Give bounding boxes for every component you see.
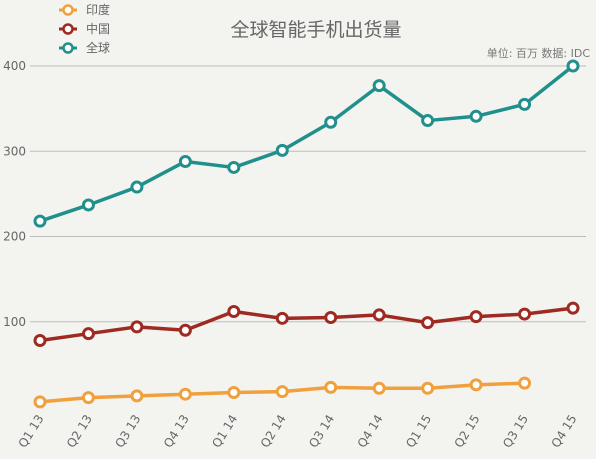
data-point [518, 97, 532, 111]
data-point [421, 114, 435, 128]
data-point [372, 381, 386, 395]
data-point [130, 320, 144, 334]
y-tick-label: 200 [3, 230, 26, 244]
series-line [39, 64, 575, 223]
legend-label: 印度 [86, 2, 110, 17]
data-point [469, 310, 483, 324]
data-point [178, 154, 192, 168]
series-1 [33, 301, 580, 348]
legend-item: 印度 [59, 2, 110, 17]
legend-item: 中国 [59, 21, 110, 36]
data-point [324, 115, 338, 129]
data-point [81, 327, 95, 341]
data-point [178, 387, 192, 401]
data-point [227, 386, 241, 400]
data-point [130, 389, 144, 403]
data-point [33, 334, 47, 348]
data-point [566, 59, 580, 73]
data-point [324, 380, 338, 394]
data-point [33, 214, 47, 228]
data-point [275, 311, 289, 325]
data-point [81, 391, 95, 405]
data-point [469, 109, 483, 123]
data-point [324, 310, 338, 324]
series-0 [33, 376, 532, 409]
legend-item: 全球 [59, 40, 110, 55]
legend-marker [62, 42, 74, 54]
data-point [227, 305, 241, 319]
data-point [518, 376, 532, 390]
source-note: 单位: 百万 数据: IDC [487, 46, 591, 60]
chart-title: 全球智能手机出货量 [230, 19, 401, 41]
data-point [518, 307, 532, 321]
data-point [130, 180, 144, 194]
data-point [372, 79, 386, 93]
series-layer [33, 59, 580, 409]
legend-label: 全球 [86, 40, 110, 55]
legend-marker [62, 4, 74, 16]
data-point [81, 198, 95, 212]
legend-marker [62, 23, 74, 35]
data-point [227, 160, 241, 174]
data-point [421, 316, 435, 330]
y-tick-label: 400 [3, 59, 26, 73]
y-axis-ticks: 100 200 300 400 [3, 59, 26, 329]
y-tick-label: 300 [3, 144, 26, 158]
data-point [372, 308, 386, 322]
data-point [421, 381, 435, 395]
legend-label: 中国 [86, 21, 110, 36]
data-point [275, 385, 289, 399]
data-point [469, 378, 483, 392]
y-tick-label: 100 [3, 315, 26, 329]
data-point [275, 143, 289, 157]
series-line [39, 306, 574, 343]
data-point [33, 395, 47, 409]
gridlines [30, 65, 586, 323]
data-point [566, 301, 580, 315]
data-point [178, 323, 192, 337]
series-2 [33, 59, 580, 228]
